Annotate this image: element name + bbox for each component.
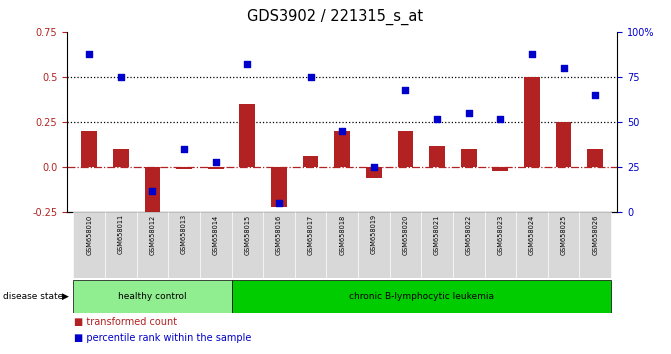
Bar	[453, 212, 484, 278]
Point	[210, 159, 221, 165]
Point	[84, 51, 95, 56]
Point	[337, 129, 348, 134]
Text: GSM658018: GSM658018	[340, 215, 345, 255]
Text: GSM658020: GSM658020	[403, 215, 409, 255]
Point	[242, 62, 253, 67]
Point	[305, 74, 316, 80]
Text: disease state: disease state	[3, 292, 64, 301]
Bar	[579, 212, 611, 278]
Bar	[303, 156, 319, 167]
Text: GSM658022: GSM658022	[466, 215, 472, 255]
Bar	[484, 212, 516, 278]
Text: GSM658014: GSM658014	[213, 215, 219, 255]
Bar	[556, 122, 572, 167]
Bar	[397, 131, 413, 167]
Bar	[208, 167, 223, 169]
Bar	[144, 167, 160, 218]
Point	[400, 87, 411, 92]
Bar	[168, 212, 200, 278]
Point	[527, 51, 537, 56]
Point	[590, 92, 601, 98]
Text: GSM658015: GSM658015	[244, 215, 250, 255]
Bar	[548, 212, 579, 278]
Bar	[366, 167, 382, 178]
Text: ■ transformed count: ■ transformed count	[74, 318, 177, 327]
Point	[147, 188, 158, 194]
Text: healthy control: healthy control	[118, 292, 187, 301]
Text: GSM658010: GSM658010	[87, 215, 92, 255]
Point	[178, 147, 189, 152]
Point	[464, 110, 474, 116]
Bar	[429, 145, 445, 167]
Text: GSM658024: GSM658024	[529, 215, 535, 255]
Bar	[493, 167, 508, 171]
Bar	[200, 212, 231, 278]
Bar	[421, 212, 453, 278]
Text: GSM658021: GSM658021	[434, 215, 440, 255]
Bar	[263, 212, 295, 278]
Bar	[231, 212, 263, 278]
Bar	[295, 212, 326, 278]
Text: GSM658011: GSM658011	[118, 215, 124, 255]
Bar	[326, 212, 358, 278]
Text: GSM658013: GSM658013	[181, 215, 187, 255]
Text: GSM658025: GSM658025	[560, 215, 566, 255]
Bar	[461, 149, 476, 167]
Point	[274, 200, 285, 206]
Bar	[334, 131, 350, 167]
Point	[368, 164, 379, 170]
Text: GDS3902 / 221315_s_at: GDS3902 / 221315_s_at	[248, 9, 423, 25]
Text: ▶: ▶	[62, 292, 68, 301]
Bar	[587, 149, 603, 167]
Text: GSM658019: GSM658019	[371, 215, 377, 255]
Bar	[240, 104, 255, 167]
Bar	[271, 167, 287, 207]
Text: GSM658016: GSM658016	[276, 215, 282, 255]
Point	[115, 74, 126, 80]
Point	[431, 116, 442, 121]
Text: GSM658026: GSM658026	[592, 215, 598, 255]
Bar	[137, 212, 168, 278]
Point	[558, 65, 569, 71]
Bar	[358, 212, 390, 278]
Point	[495, 116, 506, 121]
Text: GSM658012: GSM658012	[150, 215, 156, 255]
Bar	[390, 212, 421, 278]
Bar	[113, 149, 129, 167]
Bar	[81, 131, 97, 167]
Text: chronic B-lymphocytic leukemia: chronic B-lymphocytic leukemia	[349, 292, 494, 301]
Bar	[516, 212, 548, 278]
Bar	[231, 280, 611, 313]
Bar	[176, 167, 192, 169]
Bar	[105, 212, 137, 278]
Text: GSM658017: GSM658017	[307, 215, 313, 255]
Bar	[73, 212, 105, 278]
Text: GSM658023: GSM658023	[497, 215, 503, 255]
Bar	[524, 77, 540, 167]
Bar	[73, 280, 231, 313]
Text: ■ percentile rank within the sample: ■ percentile rank within the sample	[74, 333, 251, 343]
